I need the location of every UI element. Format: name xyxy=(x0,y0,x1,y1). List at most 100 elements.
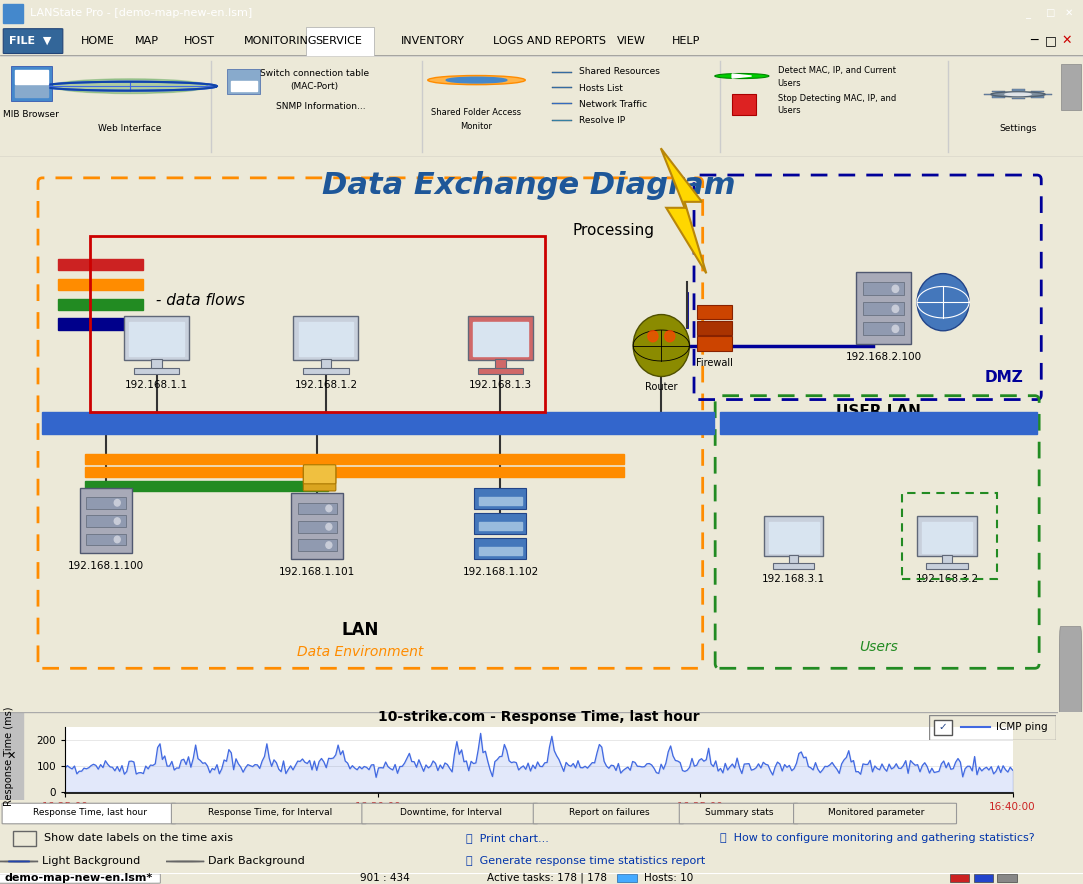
Bar xyxy=(479,522,522,530)
Circle shape xyxy=(892,286,899,293)
Text: 192.168.3.2: 192.168.3.2 xyxy=(915,575,979,584)
Text: ICMP ping: ICMP ping xyxy=(996,722,1048,732)
Text: Summary stats: Summary stats xyxy=(705,808,774,818)
Bar xyxy=(84,481,328,491)
Text: Hosts: 10: Hosts: 10 xyxy=(644,873,693,883)
Bar xyxy=(86,534,126,545)
Circle shape xyxy=(326,505,331,512)
Text: 192.168.3.1: 192.168.3.1 xyxy=(762,575,825,584)
Bar xyxy=(1012,97,1025,99)
Text: 192.168.1.102: 192.168.1.102 xyxy=(462,567,538,576)
Bar xyxy=(917,516,977,557)
Circle shape xyxy=(326,523,331,530)
Bar xyxy=(1031,96,1044,98)
Bar xyxy=(84,467,624,476)
Bar xyxy=(769,522,819,552)
Bar xyxy=(58,318,143,330)
Text: Show date labels on the time axis: Show date labels on the time axis xyxy=(44,833,234,843)
Text: - data flows: - data flows xyxy=(152,293,246,308)
Bar xyxy=(1060,64,1081,110)
Bar xyxy=(732,95,756,115)
Circle shape xyxy=(648,331,658,342)
Title: 10-strike.com - Response Time, last hour: 10-strike.com - Response Time, last hour xyxy=(378,710,700,724)
Circle shape xyxy=(428,75,525,85)
Text: Switch connection table: Switch connection table xyxy=(260,70,368,79)
Text: Response Time, last hour: Response Time, last hour xyxy=(32,808,147,818)
Bar xyxy=(11,66,52,102)
Text: Users: Users xyxy=(859,639,898,653)
Text: Network Traffic: Network Traffic xyxy=(579,100,648,109)
Bar xyxy=(552,103,572,104)
Text: Shared Resources: Shared Resources xyxy=(579,67,661,76)
Text: USER LAN: USER LAN xyxy=(836,404,921,419)
Bar xyxy=(58,299,143,310)
Bar xyxy=(479,498,522,505)
Text: Dark Background: Dark Background xyxy=(208,857,305,866)
Text: Users: Users xyxy=(778,79,801,88)
Text: Detect MAC, IP, and Current: Detect MAC, IP, and Current xyxy=(778,66,896,75)
Bar xyxy=(997,874,1017,882)
Text: □: □ xyxy=(1043,8,1058,18)
Text: Monitored parameter: Monitored parameter xyxy=(827,808,924,818)
Text: Resolve IP: Resolve IP xyxy=(579,117,626,126)
FancyBboxPatch shape xyxy=(679,804,798,824)
Bar xyxy=(474,488,526,509)
Bar xyxy=(84,453,624,464)
Bar xyxy=(942,555,952,565)
Circle shape xyxy=(665,331,675,342)
Bar xyxy=(552,87,572,88)
Text: 🖶  Print chart...: 🖶 Print chart... xyxy=(466,833,548,843)
Text: 192.168.1.101: 192.168.1.101 xyxy=(279,567,355,576)
Text: ─: ─ xyxy=(1031,34,1038,47)
Bar xyxy=(125,316,190,361)
Bar xyxy=(303,368,349,374)
Bar xyxy=(306,27,374,56)
Text: FILE  ▼: FILE ▼ xyxy=(9,35,52,45)
Circle shape xyxy=(634,315,690,377)
Bar xyxy=(474,513,526,534)
Bar xyxy=(552,72,572,73)
Bar xyxy=(86,515,126,527)
Bar xyxy=(298,521,337,533)
Text: DMZ: DMZ xyxy=(984,370,1023,385)
Bar xyxy=(697,321,732,335)
Text: Report on failures: Report on failures xyxy=(570,808,650,818)
Text: LAN: LAN xyxy=(341,621,378,638)
Text: MIB Browser: MIB Browser xyxy=(3,110,60,119)
Bar xyxy=(13,831,36,846)
FancyBboxPatch shape xyxy=(794,804,956,824)
Text: Hosts List: Hosts List xyxy=(579,84,624,93)
Bar xyxy=(298,539,337,551)
Bar xyxy=(984,94,997,95)
Text: INVENTORY: INVENTORY xyxy=(401,35,465,45)
Bar xyxy=(90,236,545,412)
FancyBboxPatch shape xyxy=(533,804,683,824)
Text: Data Exchange Diagram: Data Exchange Diagram xyxy=(323,171,735,200)
Text: Response Time, for Interval: Response Time, for Interval xyxy=(208,808,331,818)
Text: ✕: ✕ xyxy=(1062,8,1077,18)
Text: Settings: Settings xyxy=(1000,125,1036,133)
Text: 📄  How to configure monitoring and gathering statistics?: 📄 How to configure monitoring and gather… xyxy=(719,833,1034,843)
Bar xyxy=(134,368,180,374)
Bar xyxy=(764,516,823,557)
Text: Active tasks: 178 | 178: Active tasks: 178 | 178 xyxy=(487,873,606,883)
Text: Users: Users xyxy=(778,106,801,115)
Bar xyxy=(298,502,337,514)
Circle shape xyxy=(115,499,120,506)
Bar xyxy=(80,488,132,553)
Text: MONITORING: MONITORING xyxy=(244,35,317,45)
FancyBboxPatch shape xyxy=(2,804,175,824)
Text: 🖼  Generate response time statistics report: 🖼 Generate response time statistics repo… xyxy=(466,857,705,866)
Text: 901 : 434: 901 : 434 xyxy=(360,873,409,883)
Circle shape xyxy=(326,542,331,548)
Bar xyxy=(152,359,161,370)
Bar xyxy=(293,316,358,361)
Text: VIEW: VIEW xyxy=(617,35,647,45)
FancyBboxPatch shape xyxy=(0,873,160,883)
Bar xyxy=(863,282,904,295)
Text: 192.168.2.100: 192.168.2.100 xyxy=(846,353,922,362)
Bar xyxy=(773,563,814,568)
Bar xyxy=(58,278,143,290)
Bar xyxy=(922,522,973,552)
Text: Downtime, for Interval: Downtime, for Interval xyxy=(400,808,501,818)
